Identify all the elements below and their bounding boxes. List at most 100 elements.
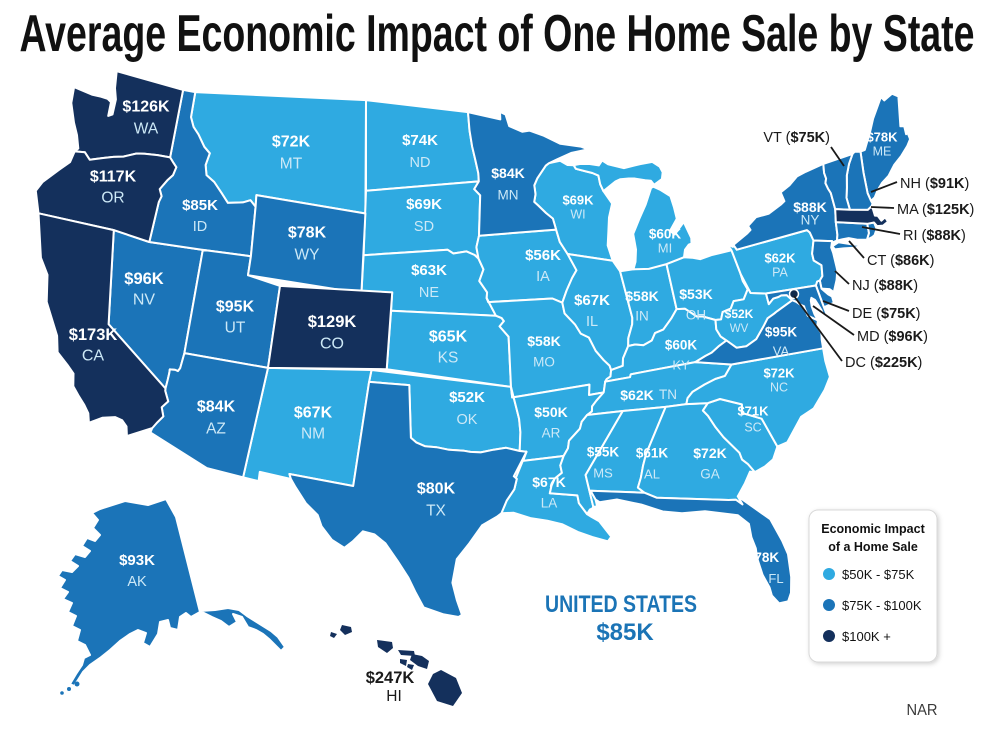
svg-text:VT ($75K): VT ($75K) bbox=[763, 130, 830, 146]
svg-text:NC: NC bbox=[770, 380, 788, 394]
svg-text:AK: AK bbox=[127, 574, 147, 590]
svg-text:ME: ME bbox=[873, 144, 892, 158]
svg-text:CT ($86K): CT ($86K) bbox=[867, 253, 934, 269]
svg-text:AL: AL bbox=[644, 467, 660, 482]
svg-text:MA ($125K): MA ($125K) bbox=[897, 202, 974, 218]
svg-text:RI ($88K): RI ($88K) bbox=[903, 228, 966, 244]
svg-text:MN: MN bbox=[498, 188, 519, 203]
svg-text:UNITED STATES: UNITED STATES bbox=[545, 591, 697, 618]
svg-text:$78K: $78K bbox=[866, 130, 898, 145]
svg-text:NM: NM bbox=[301, 425, 325, 442]
svg-text:ND: ND bbox=[410, 155, 431, 171]
svg-text:MI: MI bbox=[658, 241, 672, 256]
svg-text:VA: VA bbox=[773, 344, 790, 359]
svg-text:$60K: $60K bbox=[649, 227, 682, 242]
svg-text:NV: NV bbox=[133, 292, 156, 309]
svg-text:of a Home Sale: of a Home Sale bbox=[828, 540, 918, 554]
svg-text:$95K: $95K bbox=[765, 325, 798, 340]
svg-text:Economic Impact: Economic Impact bbox=[821, 522, 925, 536]
svg-text:$58K: $58K bbox=[625, 288, 658, 304]
svg-text:$52K: $52K bbox=[449, 389, 485, 406]
svg-text:$67K: $67K bbox=[532, 474, 565, 490]
svg-text:KS: KS bbox=[438, 349, 459, 366]
svg-text:SC: SC bbox=[744, 420, 761, 434]
svg-text:$78K: $78K bbox=[747, 550, 780, 565]
svg-text:Average Economic Impact of One: Average Economic Impact of One Home Sale… bbox=[20, 5, 975, 63]
svg-text:WV: WV bbox=[730, 323, 749, 335]
svg-text:UT: UT bbox=[225, 319, 246, 336]
svg-text:SD: SD bbox=[414, 219, 434, 235]
svg-text:$117K: $117K bbox=[90, 169, 137, 186]
svg-text:$72K: $72K bbox=[693, 445, 726, 461]
svg-text:$71K: $71K bbox=[737, 404, 769, 419]
svg-text:FL: FL bbox=[768, 571, 783, 586]
svg-text:WI: WI bbox=[570, 207, 585, 221]
svg-text:$78K: $78K bbox=[288, 225, 327, 242]
svg-text:$60K: $60K bbox=[665, 338, 698, 353]
svg-text:$93K: $93K bbox=[119, 552, 155, 569]
svg-text:$72K: $72K bbox=[272, 134, 311, 151]
svg-text:NY: NY bbox=[801, 213, 820, 228]
svg-text:$173K: $173K bbox=[69, 326, 118, 344]
svg-text:NAR: NAR bbox=[907, 702, 938, 719]
svg-text:MD ($96K): MD ($96K) bbox=[857, 329, 928, 345]
svg-text:GA: GA bbox=[700, 467, 720, 482]
svg-text:AR: AR bbox=[542, 426, 561, 441]
svg-text:$69K: $69K bbox=[406, 196, 442, 213]
svg-text:DC ($225K): DC ($225K) bbox=[845, 355, 922, 371]
svg-text:$75K - $100K: $75K - $100K bbox=[842, 598, 922, 613]
svg-text:CA: CA bbox=[82, 348, 105, 365]
svg-text:IN: IN bbox=[635, 309, 649, 324]
svg-text:$67K: $67K bbox=[294, 405, 333, 422]
svg-text:$100K +: $100K + bbox=[842, 629, 891, 644]
svg-text:$58K: $58K bbox=[527, 333, 560, 349]
svg-text:$85K: $85K bbox=[182, 197, 218, 214]
svg-text:$126K: $126K bbox=[122, 99, 170, 116]
svg-text:$65K: $65K bbox=[429, 329, 468, 346]
svg-text:DE ($75K): DE ($75K) bbox=[852, 306, 921, 322]
svg-text:$129K: $129K bbox=[308, 313, 357, 331]
svg-text:$61K: $61K bbox=[636, 446, 669, 461]
svg-text:$56K: $56K bbox=[525, 247, 561, 264]
svg-text:MO: MO bbox=[533, 355, 555, 370]
svg-text:$62K: $62K bbox=[620, 387, 653, 403]
svg-text:IL: IL bbox=[586, 314, 598, 330]
svg-text:$96K: $96K bbox=[124, 270, 164, 288]
svg-text:OH: OH bbox=[686, 308, 706, 323]
svg-text:$84K: $84K bbox=[197, 399, 236, 416]
svg-text:$85K: $85K bbox=[596, 619, 654, 646]
svg-text:$63K: $63K bbox=[411, 262, 447, 279]
svg-text:PA: PA bbox=[772, 265, 788, 279]
svg-text:KY: KY bbox=[672, 358, 690, 373]
svg-text:LA: LA bbox=[541, 496, 558, 511]
svg-text:$84K: $84K bbox=[491, 165, 524, 181]
svg-text:CO: CO bbox=[320, 336, 344, 353]
svg-text:$74K: $74K bbox=[402, 132, 438, 149]
svg-text:WY: WY bbox=[295, 246, 320, 263]
svg-text:IA: IA bbox=[536, 269, 550, 285]
svg-text:ID: ID bbox=[193, 219, 208, 235]
svg-text:$69K: $69K bbox=[562, 193, 594, 208]
svg-text:NH ($91K): NH ($91K) bbox=[900, 176, 969, 192]
svg-text:$52K: $52K bbox=[725, 307, 754, 321]
svg-text:NE: NE bbox=[419, 285, 439, 301]
svg-text:NJ ($88K): NJ ($88K) bbox=[852, 278, 918, 294]
svg-text:OR: OR bbox=[101, 189, 124, 206]
svg-text:$62K: $62K bbox=[764, 251, 796, 266]
svg-text:$50K - $75K: $50K - $75K bbox=[842, 567, 915, 582]
svg-text:$88K: $88K bbox=[793, 199, 826, 215]
svg-text:$50K: $50K bbox=[534, 404, 567, 420]
svg-text:$67K: $67K bbox=[574, 292, 610, 309]
svg-text:WA: WA bbox=[134, 120, 159, 137]
svg-text:$95K: $95K bbox=[216, 299, 255, 316]
svg-text:TX: TX bbox=[426, 502, 446, 519]
svg-text:MS: MS bbox=[593, 466, 613, 481]
svg-text:TN: TN bbox=[659, 387, 677, 402]
svg-text:$80K: $80K bbox=[417, 481, 456, 498]
svg-text:MT: MT bbox=[280, 155, 303, 172]
svg-text:HI: HI bbox=[386, 688, 402, 705]
svg-text:AZ: AZ bbox=[206, 420, 226, 437]
svg-text:$247K: $247K bbox=[366, 669, 415, 687]
svg-text:$55K: $55K bbox=[587, 445, 620, 460]
svg-text:$53K: $53K bbox=[679, 286, 712, 302]
